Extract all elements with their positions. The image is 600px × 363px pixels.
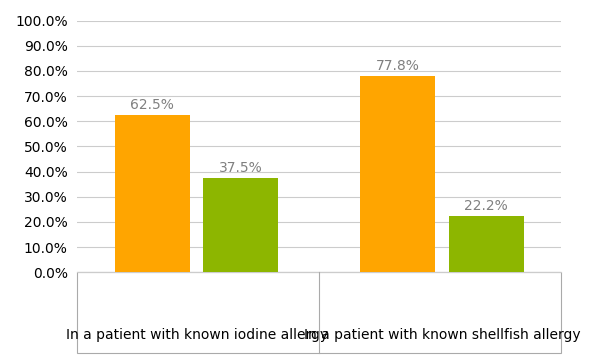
FancyBboxPatch shape [77,272,562,353]
Bar [449,216,524,272]
Bar [203,178,278,272]
Bar [115,115,190,272]
Text: 77.8%: 77.8% [376,60,419,73]
Text: 22.2%: 22.2% [464,199,508,213]
Text: In a patient with known shellfish allergy: In a patient with known shellfish allerg… [304,328,580,342]
Text: 62.5%: 62.5% [130,98,174,112]
Text: In a patient with known iodine allergy: In a patient with known iodine allergy [65,328,328,342]
Text: 37.5%: 37.5% [219,161,263,175]
Bar [360,76,435,272]
